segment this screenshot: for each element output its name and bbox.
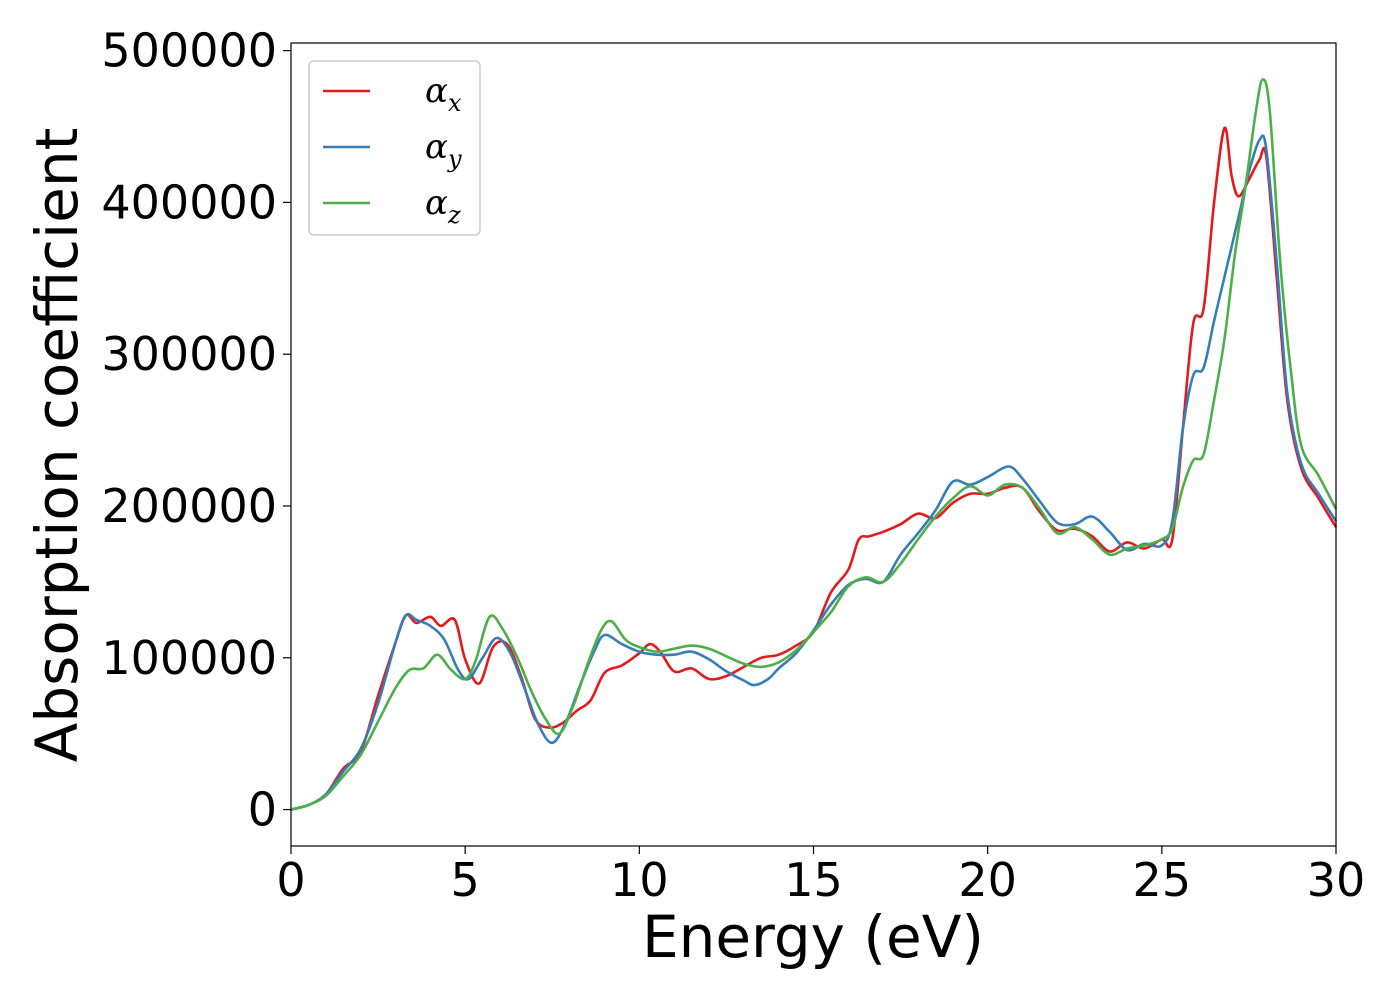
legend-label-x: αx (425, 71, 462, 117)
x-axis-label: Energy (eV) (642, 903, 984, 971)
x-tick-label: 15 (784, 853, 843, 907)
y-axis-label: Absorption coefficient (23, 128, 91, 763)
x-tick-label: 20 (958, 853, 1017, 907)
y-tick-label: 300000 (101, 327, 277, 381)
series-line-y (290, 134, 1338, 811)
x-tick-label: 0 (276, 853, 305, 907)
legend-label-z: αz (425, 183, 461, 229)
x-axis-ticks: 0 5 10 15 20 25 30 (276, 846, 1365, 907)
y-axis-ticks: 0 100000 200000 300000 400000 500000 (101, 24, 291, 837)
legend-box (308, 60, 481, 236)
y-tick-label: 100000 (101, 631, 277, 685)
y-tick-label: 0 (248, 783, 277, 837)
x-tick-label: 30 (1307, 853, 1366, 907)
series-layer (290, 78, 1338, 811)
legend: αx αy αz (308, 60, 481, 236)
x-tick-label: 25 (1133, 853, 1192, 907)
x-tick-label: 5 (451, 853, 480, 907)
legend-label-y: αy (425, 127, 462, 173)
series-line-x (290, 126, 1338, 811)
y-tick-label: 200000 (101, 479, 277, 533)
series-line-z (290, 78, 1338, 811)
y-tick-label: 500000 (101, 24, 277, 78)
x-tick-label: 10 (610, 853, 669, 907)
y-tick-label: 400000 (101, 175, 277, 229)
